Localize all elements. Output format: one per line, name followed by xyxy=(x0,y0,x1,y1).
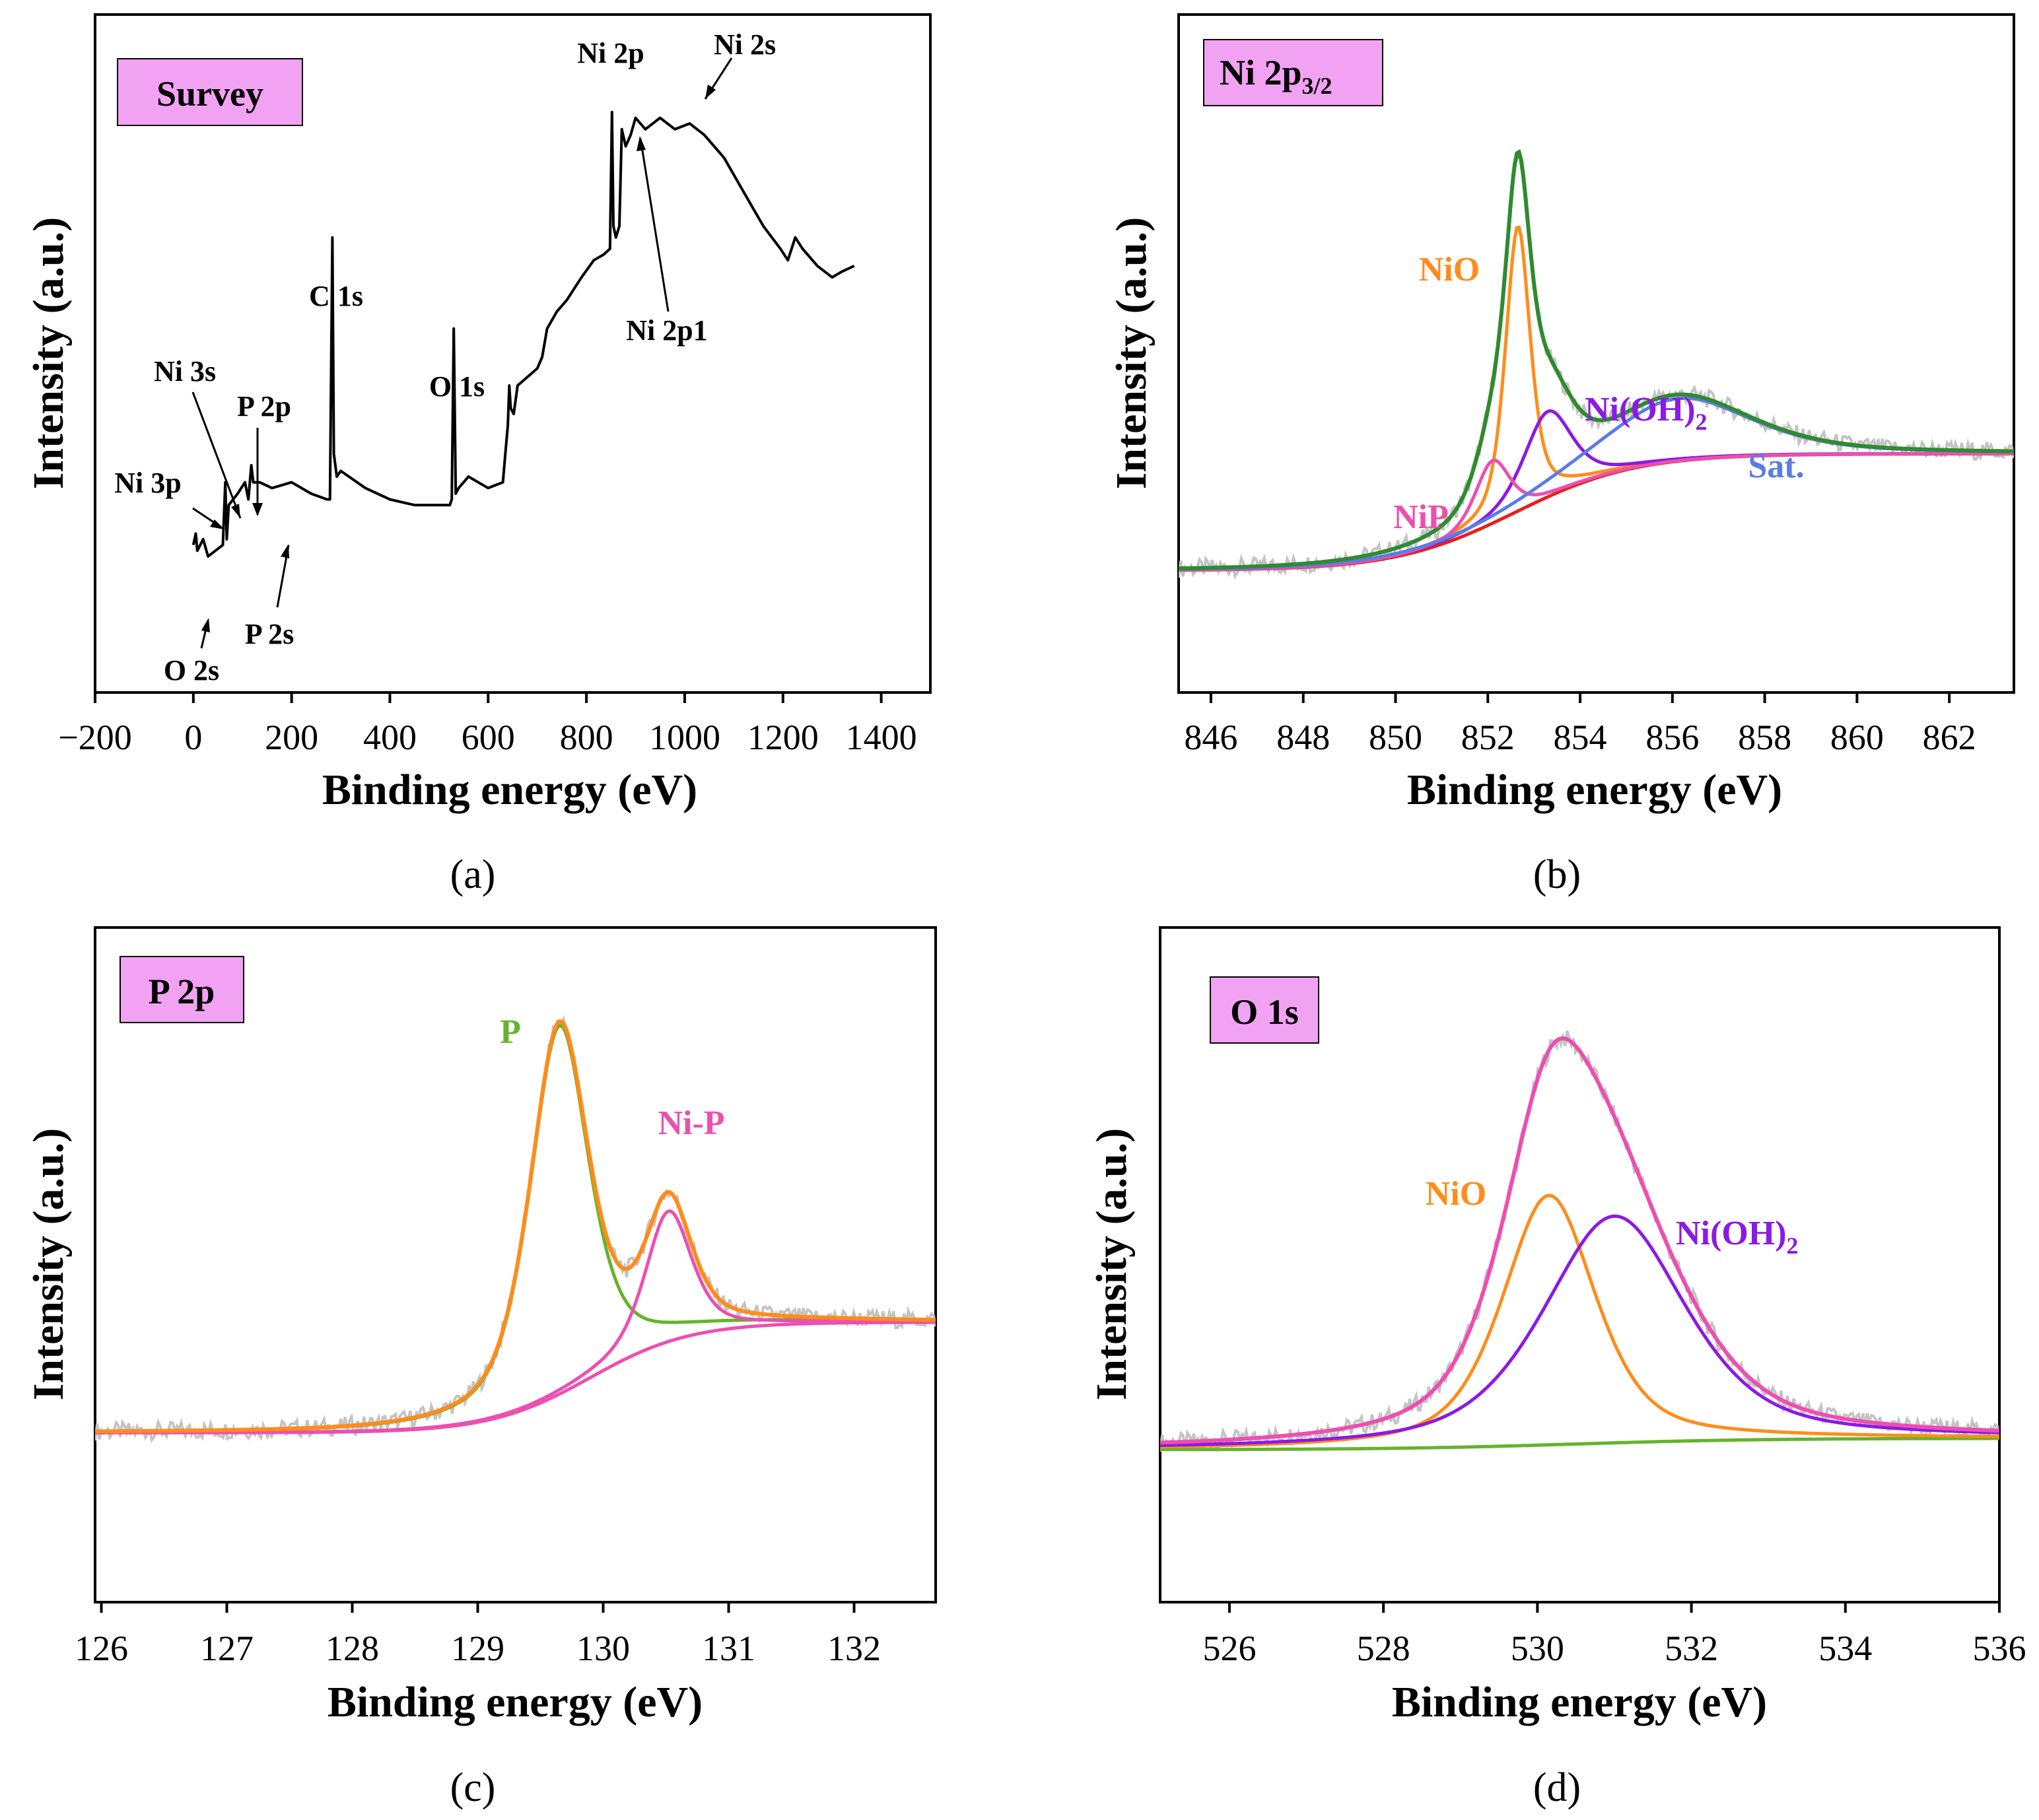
x-axis-label: Binding energy (eV) xyxy=(322,766,697,814)
y-axis-label: Intensity (a.u.) xyxy=(1088,1128,1136,1401)
annotation-p-2p: P 2p xyxy=(237,390,291,422)
component-ni-p xyxy=(95,1209,936,1434)
plot-frame xyxy=(1159,926,2001,1603)
component-ni-oh-2 xyxy=(1160,1214,1999,1447)
panel-title: Survey xyxy=(156,74,263,114)
x-tick-label: 1200 xyxy=(747,718,819,757)
data-series xyxy=(191,110,855,558)
arrow-ni-2p1 xyxy=(639,138,670,312)
x-tick-label: 526 xyxy=(1202,1629,1256,1668)
annotation-o-2s: O 2s xyxy=(164,654,219,687)
x-ticks: 846 848 850 852 854 856 858 860 862 xyxy=(1184,692,1976,757)
data-series xyxy=(95,1015,936,1444)
annotation-ni-2s: Ni 2s xyxy=(714,28,776,61)
x-tick-label: 528 xyxy=(1357,1629,1410,1668)
x-tick-label: 858 xyxy=(1738,718,1791,757)
title-box xyxy=(1203,39,1383,106)
x-tick-label: 600 xyxy=(462,718,515,757)
plot-frame xyxy=(94,13,932,694)
x-tick-label: 400 xyxy=(363,718,417,757)
plot-frame xyxy=(94,926,937,1603)
series-survey xyxy=(191,110,855,558)
envelope-line xyxy=(1160,1036,1999,1445)
x-tick-label: 129 xyxy=(451,1629,504,1668)
y-axis-label: Intensity (a.u.) xyxy=(1107,217,1156,490)
annotation-ni-3s: Ni 3s xyxy=(154,355,216,388)
x-tick-label: 856 xyxy=(1645,718,1699,757)
x-tick-label: 860 xyxy=(1830,718,1884,757)
x-axis-label: Binding energy (eV) xyxy=(1392,1678,1767,1726)
panel-d-o1s: 526 528 530 532 534 536 O 1s NiO Ni(OH)2 Bind… xyxy=(1088,926,2026,1810)
x-tick-label: 846 xyxy=(1184,718,1237,757)
x-tick-label: 130 xyxy=(576,1629,630,1668)
x-tick-label: 126 xyxy=(75,1629,128,1668)
title-box xyxy=(120,956,244,1023)
data-series xyxy=(1179,149,2014,580)
x-tick-label: −200 xyxy=(58,718,131,757)
panel-c-p2p: 126 127 128 129 130 131 132 P 2p P Ni-P Bindin… xyxy=(24,926,937,1810)
plot-frame xyxy=(1177,13,2015,694)
annotation-ni-3p: Ni 3p xyxy=(114,467,181,499)
survey-annotations: Ni 2p Ni 2s C 1s O 1s Ni 3s P 2p Ni 3p P… xyxy=(114,28,776,687)
panel-title: P 2p xyxy=(149,972,215,1011)
label-sat: Sat. xyxy=(1748,448,1804,485)
annotation-c-1s: C 1s xyxy=(309,280,363,312)
label-ni-oh-2: Ni(OH)2 xyxy=(1585,391,1708,435)
annotation-ni-2p: Ni 2p xyxy=(577,37,644,69)
x-tick-label: 800 xyxy=(560,718,613,757)
baseline-line xyxy=(1160,1436,1999,1452)
title-box xyxy=(1210,976,1319,1044)
x-tick-label: 127 xyxy=(200,1629,254,1668)
x-tick-label: 852 xyxy=(1461,718,1515,757)
x-tick-label: 532 xyxy=(1665,1629,1718,1668)
label-ni-oh-2: Ni(OH)2 xyxy=(1676,1215,1799,1259)
envelope-line xyxy=(95,1019,936,1434)
label-p: P xyxy=(500,1013,521,1051)
y-axis-label: Intensity (a.u.) xyxy=(24,217,73,490)
panel-caption: (d) xyxy=(1533,1765,1581,1810)
x-ticks: −200 0 200 400 600 800 1000 1200 1400 xyxy=(58,692,917,757)
label-ni-p: Ni-P xyxy=(658,1104,724,1142)
x-tick-label: 854 xyxy=(1554,718,1607,757)
x-tick-label: 848 xyxy=(1276,718,1330,757)
x-tick-label: 200 xyxy=(265,718,318,757)
label-nip: NiP xyxy=(1393,498,1449,536)
x-tick-label: 1000 xyxy=(649,718,720,757)
x-ticks: 126 127 128 129 130 131 132 xyxy=(75,1602,881,1668)
y-axis-label: Intensity (a.u.) xyxy=(24,1128,73,1401)
data-series xyxy=(1160,1030,1999,1453)
x-tick-label: 862 xyxy=(1923,718,1976,757)
label-nio: NiO xyxy=(1419,251,1480,288)
panel-title: Ni 2p3/2 xyxy=(1220,53,1332,99)
x-tick-label: 1400 xyxy=(846,718,917,757)
envelope-line xyxy=(1179,149,2014,570)
x-ticks: 526 528 530 532 534 536 xyxy=(1202,1602,2026,1668)
label-nio: NiO xyxy=(1426,1175,1486,1213)
x-axis-label: Binding energy (eV) xyxy=(328,1678,703,1726)
x-tick-label: 536 xyxy=(1973,1629,2026,1668)
x-tick-label: 0 xyxy=(184,718,202,757)
x-tick-label: 128 xyxy=(326,1629,379,1668)
title-box xyxy=(117,58,303,126)
panel-caption: (a) xyxy=(450,852,496,897)
arrow-ni-3s xyxy=(191,391,242,519)
x-axis-label: Binding energy (eV) xyxy=(1407,766,1782,814)
x-tick-label: 534 xyxy=(1818,1629,1872,1668)
panel-caption: (b) xyxy=(1533,852,1581,897)
panel-a-survey: −200 0 200 400 600 800 1000 1200 1400 Survey Bin… xyxy=(24,13,932,897)
x-tick-label: 530 xyxy=(1511,1629,1564,1668)
annotation-p-2s: P 2s xyxy=(245,618,294,650)
panel-caption: (c) xyxy=(450,1765,496,1810)
annotation-ni-2p1: Ni 2p1 xyxy=(626,314,707,347)
x-tick-label: 131 xyxy=(702,1629,755,1668)
x-tick-label: 850 xyxy=(1369,718,1422,757)
annotation-o-1s: O 1s xyxy=(429,370,485,403)
panel-title: O 1s xyxy=(1230,992,1299,1032)
x-tick-label: 132 xyxy=(827,1629,881,1668)
panel-b-ni2p: 846 848 850 852 854 856 858 860 862 Ni 2p3/2 NiO… xyxy=(1107,13,2015,897)
